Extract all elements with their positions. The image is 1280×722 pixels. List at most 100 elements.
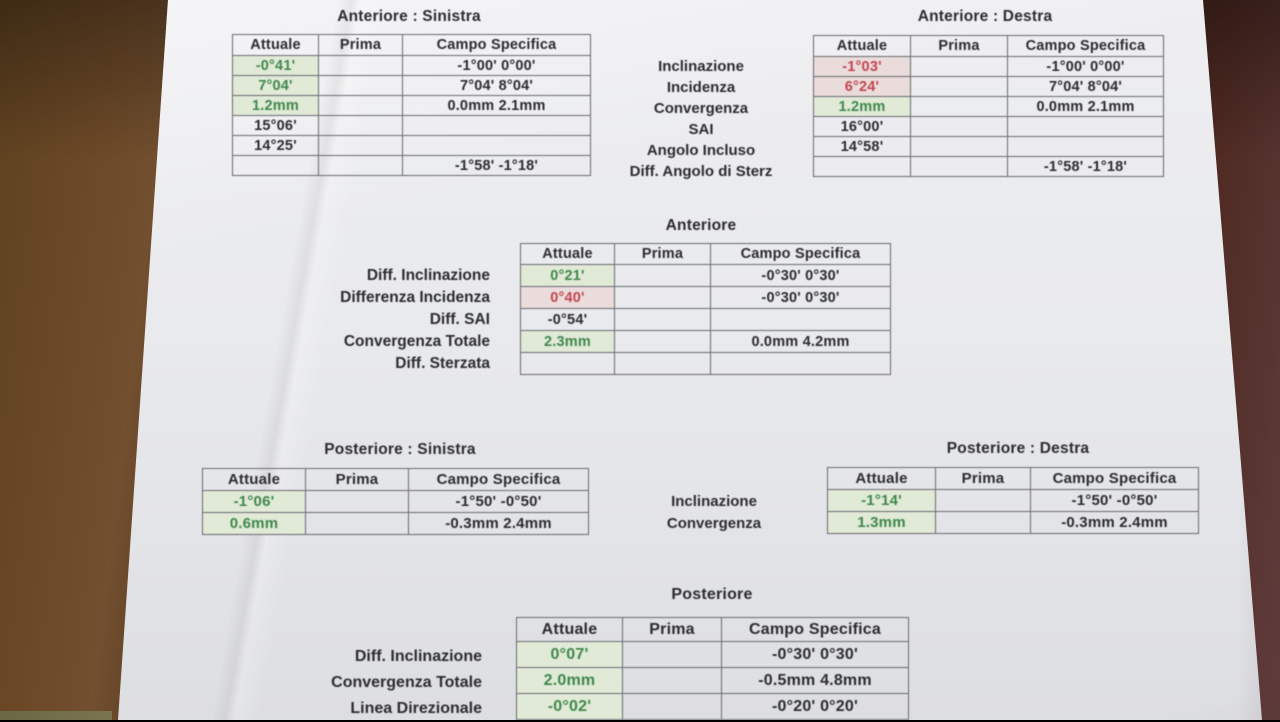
- cell-attuale: -0°54': [521, 309, 615, 331]
- table-row: 14°25': [233, 136, 591, 156]
- measure-label-inclinazione: Inclinazione: [564, 491, 864, 513]
- table-row: 14°58': [814, 137, 1164, 157]
- table-row: 1.3mm -0.3mm 2.4mm: [828, 512, 1199, 534]
- measure-label-sai: SAI: [551, 119, 851, 140]
- measure-label-incidenza: Incidenza: [551, 77, 851, 98]
- table-row: 6°24' 7°04' 8°04': [814, 77, 1164, 97]
- cell-prima: [615, 331, 711, 353]
- col-header-campo-specifica: Campo Specifica: [409, 469, 589, 491]
- cell-attuale: 0°07': [517, 642, 623, 668]
- header-row: Attuale Prima Campo Specifica: [828, 468, 1199, 490]
- cell-prima: [911, 157, 1008, 177]
- table-edge-strip: [0, 711, 112, 720]
- table-row: 1.2mm 0.0mm 2.1mm: [233, 96, 591, 116]
- cell-campo: -1°58' -1°18': [1008, 157, 1164, 177]
- table-row: 7°04' 7°04' 8°04': [233, 76, 591, 96]
- cell-campo: -1°50' -0°50': [409, 491, 589, 513]
- cell-prima: [319, 136, 403, 156]
- table-posteriore-sinistra: Attuale Prima Campo Specifica -1°06' -1°…: [202, 468, 589, 535]
- front-measure-labels: Inclinazione Incidenza Convergenza SAI A…: [551, 56, 851, 182]
- section-title-anteriore-destra: Anteriore : Destra: [918, 8, 1053, 26]
- cell-attuale: 0°21': [521, 265, 615, 287]
- table-row: 2.3mm 0.0mm 4.2mm: [521, 331, 891, 353]
- col-header-prima: Prima: [306, 469, 409, 491]
- cell-prima: [936, 512, 1031, 534]
- measure-label-diff-sterzata: Diff. Sterzata: [280, 353, 490, 375]
- cell-prima: [911, 137, 1008, 157]
- header-row: Attuale Prima Campo Specifica: [814, 36, 1164, 57]
- cell-prima: [911, 77, 1008, 97]
- col-header-attuale: Attuale: [203, 469, 306, 491]
- cell-attuale: 1.3mm: [828, 512, 936, 534]
- measure-label-differenza-incidenza: Differenza Incidenza: [280, 287, 490, 309]
- cell-attuale: -0°41': [233, 56, 319, 76]
- cell-campo: -1°00' 0°00': [1008, 57, 1164, 77]
- table-row: 2.0mm -0.5mm 4.8mm: [517, 668, 909, 694]
- cell-campo: [1008, 137, 1164, 157]
- col-header-prima: Prima: [623, 618, 722, 642]
- cell-attuale: 1.2mm: [814, 97, 911, 117]
- col-header-prima: Prima: [615, 244, 711, 265]
- measure-label-convergenza: Convergenza: [551, 98, 851, 119]
- cell-prima: [615, 353, 711, 375]
- cell-attuale: [521, 353, 615, 375]
- header-row: Attuale Prima Campo Specifica: [517, 618, 909, 642]
- col-header-campo-specifica: Campo Specifica: [722, 618, 909, 642]
- cell-prima: [615, 309, 711, 331]
- cell-campo: 7°04' 8°04': [1008, 77, 1164, 97]
- cell-campo: 0.0mm 2.1mm: [1008, 97, 1164, 117]
- table-posteriore: Attuale Prima Campo Specifica 0°07' -0°3…: [516, 617, 909, 720]
- cell-prima: [623, 694, 722, 720]
- cell-attuale: 2.3mm: [521, 331, 615, 353]
- cell-campo: -1°50' -0°50': [1031, 490, 1199, 512]
- measure-label-diff-angolo-di-sterz: Diff. Angolo di Sterz: [551, 161, 851, 182]
- col-header-campo-specifica: Campo Specifica: [1008, 36, 1164, 57]
- col-header-attuale: Attuale: [828, 468, 936, 490]
- measure-label-diff-inclinazione: Diff. Inclinazione: [272, 644, 482, 670]
- cell-attuale: -1°03': [814, 57, 911, 77]
- table-row: [521, 353, 891, 375]
- cell-attuale: -1°06': [203, 491, 306, 513]
- measure-label-linea-direzionale: Linea Direzionale: [272, 696, 482, 722]
- table-anteriore-destra: Attuale Prima Campo Specifica -1°03' -1°…: [813, 35, 1164, 177]
- front-diff-labels: Diff. Inclinazione Differenza Incidenza …: [280, 265, 490, 375]
- table-row: 0.6mm -0.3mm 2.4mm: [203, 513, 589, 535]
- cell-prima: [319, 56, 403, 76]
- cell-attuale: -1°14': [828, 490, 936, 512]
- col-header-prima: Prima: [319, 35, 403, 56]
- cell-attuale: 0.6mm: [203, 513, 306, 535]
- cell-campo: [711, 353, 891, 375]
- section-title-anteriore-sinistra: Anteriore : Sinistra: [337, 8, 481, 26]
- section-title-posteriore-sinistra: Posteriore : Sinistra: [324, 441, 476, 459]
- col-header-campo-specifica: Campo Specifica: [1031, 468, 1199, 490]
- col-header-attuale: Attuale: [517, 618, 623, 642]
- cell-prima: [911, 57, 1008, 77]
- table-row: -1°14' -1°50' -0°50': [828, 490, 1199, 512]
- cell-prima: [319, 156, 403, 176]
- col-header-prima: Prima: [911, 36, 1008, 57]
- table-posteriore-destra: Attuale Prima Campo Specifica -1°14' -1°…: [827, 467, 1199, 534]
- cell-campo: [711, 309, 891, 331]
- table-row: 16°00': [814, 117, 1164, 137]
- section-title-posteriore-destra: Posteriore : Destra: [947, 440, 1090, 458]
- section-title-anteriore: Anteriore: [666, 217, 737, 235]
- table-row: -1°58' -1°18': [814, 157, 1164, 177]
- col-header-attuale: Attuale: [233, 35, 319, 56]
- cell-attuale: 2.0mm: [517, 668, 623, 694]
- cell-prima: [306, 513, 409, 535]
- cell-campo: -0.3mm 2.4mm: [1031, 512, 1199, 534]
- cell-attuale: 0°40': [521, 287, 615, 309]
- table-anteriore: Attuale Prima Campo Specifica 0°21' -0°3…: [520, 243, 891, 375]
- measure-label-angolo-incluso: Angolo Incluso: [551, 140, 851, 161]
- measure-label-diff-inclinazione: Diff. Inclinazione: [280, 265, 490, 287]
- cell-prima: [936, 490, 1031, 512]
- table-row: -1°58' -1°18': [233, 156, 591, 176]
- cell-attuale: -0°02': [517, 694, 623, 720]
- measure-label-convergenza-totale: Convergenza Totale: [272, 670, 482, 696]
- header-row: Attuale Prima Campo Specifica: [521, 244, 891, 265]
- table-anteriore-sinistra: Attuale Prima Campo Specifica -0°41' -1°…: [232, 34, 591, 176]
- table-row: 15°06': [233, 116, 591, 136]
- cell-attuale: [814, 157, 911, 177]
- cell-campo: -0.3mm 2.4mm: [409, 513, 589, 535]
- cell-attuale: 15°06': [233, 116, 319, 136]
